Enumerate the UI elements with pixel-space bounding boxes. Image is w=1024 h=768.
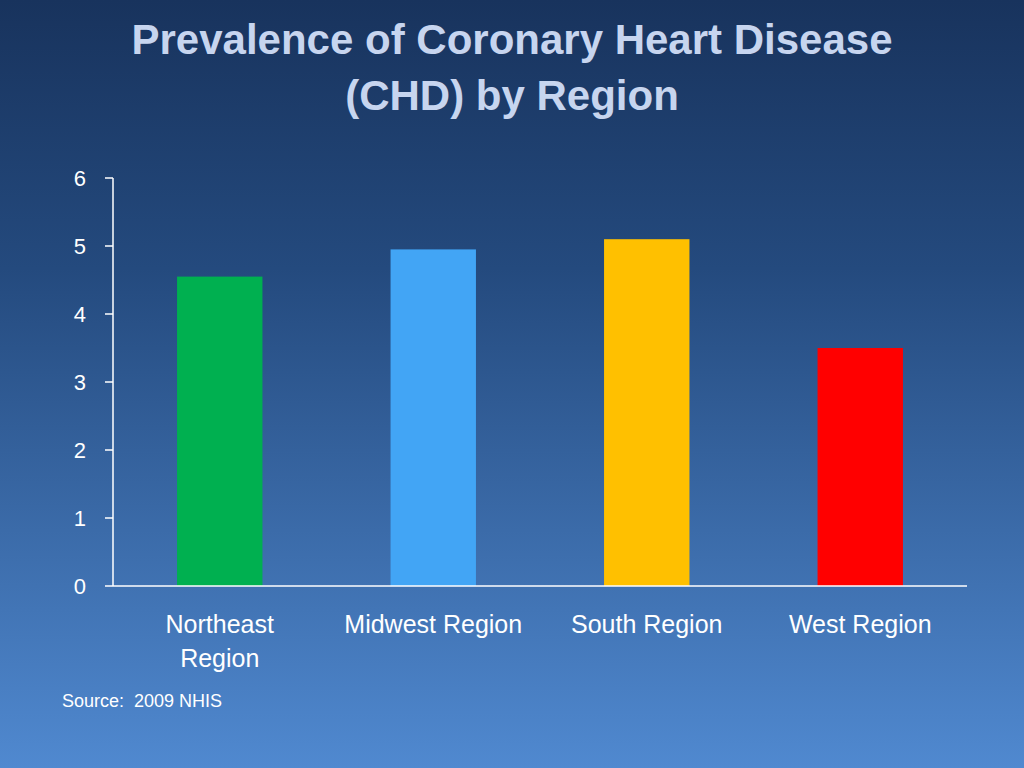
y-tick-label: 6 bbox=[74, 166, 86, 191]
x-tick-label: South Region bbox=[571, 610, 723, 638]
chart-svg: Prevalence of Coronary Heart Disease(CHD… bbox=[0, 0, 1024, 768]
x-tick-label: West Region bbox=[789, 610, 932, 638]
y-tick bbox=[105, 245, 113, 247]
y-tick bbox=[105, 381, 113, 383]
chart-root: Prevalence of Coronary Heart Disease(CHD… bbox=[0, 0, 1024, 768]
bar bbox=[391, 249, 476, 586]
bar bbox=[177, 277, 262, 586]
bars bbox=[177, 239, 903, 586]
y-tick bbox=[105, 177, 113, 179]
x-tick-label: Midwest Region bbox=[344, 610, 522, 638]
y-tick-label: 3 bbox=[74, 370, 86, 395]
y-tick bbox=[105, 585, 113, 587]
y-tick-label: 5 bbox=[74, 234, 86, 259]
y-tick-label: 4 bbox=[74, 302, 86, 327]
y-tick bbox=[105, 449, 113, 451]
bar bbox=[604, 239, 689, 586]
bar bbox=[818, 348, 903, 586]
y-tick-label: 0 bbox=[74, 574, 86, 599]
background bbox=[0, 0, 1024, 768]
x-axis-line bbox=[113, 585, 967, 587]
chart-title: Prevalence of Coronary Heart Disease(CHD… bbox=[131, 16, 892, 119]
y-tick bbox=[105, 517, 113, 519]
y-tick-label: 1 bbox=[74, 506, 86, 531]
y-tick-label: 2 bbox=[74, 438, 86, 463]
source-note: Source: 2009 NHIS bbox=[62, 691, 222, 711]
y-tick bbox=[105, 313, 113, 315]
x-tick-label: NortheastRegion bbox=[166, 610, 274, 672]
